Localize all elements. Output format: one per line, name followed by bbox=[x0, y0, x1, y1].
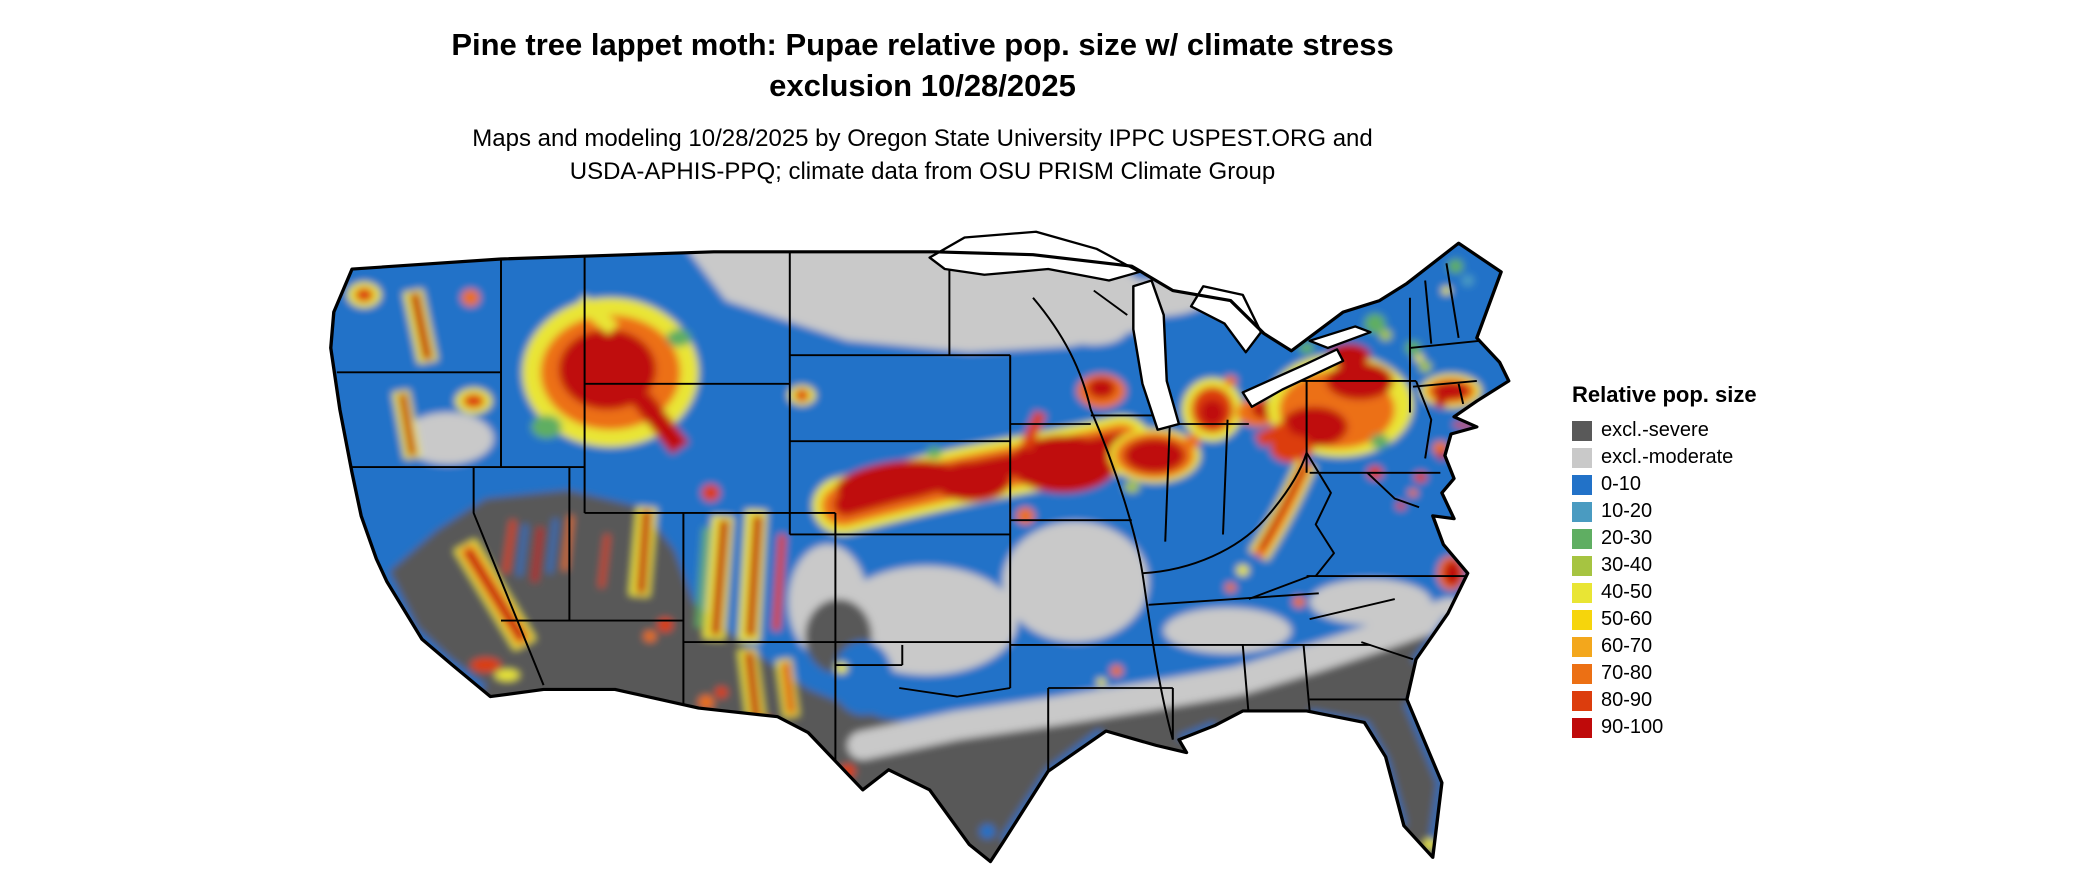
us-map bbox=[329, 230, 1511, 864]
us-map-figure bbox=[311, 226, 1527, 886]
legend: Relative pop. size excl.-severe excl.-mo… bbox=[1572, 382, 1757, 741]
legend-entry-excl-severe: excl.-severe bbox=[1572, 417, 1757, 444]
legend-label: 70-80 bbox=[1601, 662, 1653, 684]
legend-label: excl.-severe bbox=[1601, 419, 1709, 441]
legend-entry-90-100: 90-100 bbox=[1572, 714, 1757, 741]
legend-label: 90-100 bbox=[1601, 716, 1664, 738]
legend-swatch bbox=[1572, 555, 1592, 576]
page-title-line-2: exclusion 10/28/2025 bbox=[769, 68, 1076, 103]
legend-entry-30-40: 30-40 bbox=[1572, 552, 1757, 579]
legend-label: 0-10 bbox=[1601, 473, 1642, 495]
lake-huron bbox=[1189, 285, 1263, 354]
legend-label: 80-90 bbox=[1601, 689, 1653, 711]
legend-entry-0-10: 0-10 bbox=[1572, 471, 1757, 498]
legend-entry-20-30: 20-30 bbox=[1572, 525, 1757, 552]
legend-label: 40-50 bbox=[1601, 581, 1653, 603]
legend-entry-80-90: 80-90 bbox=[1572, 687, 1757, 714]
legend-label: 50-60 bbox=[1601, 608, 1653, 630]
titles-block: Pine tree lappet moth: Pupae relative po… bbox=[0, 24, 1845, 188]
page-title-line-1: Pine tree lappet moth: Pupae relative po… bbox=[451, 27, 1394, 62]
population-raster bbox=[330, 243, 1509, 862]
lake-erie bbox=[1241, 348, 1345, 408]
page-subtitle-line-2: USDA-APHIS-PPQ; climate data from OSU PR… bbox=[569, 158, 1276, 185]
legend-swatch bbox=[1572, 474, 1592, 495]
legend-swatch bbox=[1572, 420, 1592, 441]
legend-label: 30-40 bbox=[1601, 554, 1653, 576]
lake-ontario bbox=[1308, 325, 1372, 350]
legend-swatch bbox=[1572, 636, 1592, 657]
lake-michigan bbox=[1132, 279, 1181, 431]
legend-label: 60-70 bbox=[1601, 635, 1653, 657]
legend-swatch bbox=[1572, 609, 1592, 630]
legend-entry-40-50: 40-50 bbox=[1572, 579, 1757, 606]
legend-entry-60-70: 60-70 bbox=[1572, 633, 1757, 660]
legend-swatch bbox=[1572, 690, 1592, 711]
legend-swatch bbox=[1572, 447, 1592, 468]
us-outline bbox=[329, 241, 1511, 864]
legend-entry-10-20: 10-20 bbox=[1572, 498, 1757, 525]
legend-swatch bbox=[1572, 528, 1592, 549]
page-subtitle-line-1: Maps and modeling 10/28/2025 by Oregon S… bbox=[472, 125, 1373, 152]
state-borders bbox=[336, 251, 1480, 779]
legend-label: 20-30 bbox=[1601, 527, 1653, 549]
legend-entry-50-60: 50-60 bbox=[1572, 606, 1757, 633]
legend-swatch bbox=[1572, 717, 1592, 738]
legend-entry-70-80: 70-80 bbox=[1572, 660, 1757, 687]
legend-title: Relative pop. size bbox=[1572, 382, 1757, 407]
legend-entry-excl-moderate: excl.-moderate bbox=[1572, 444, 1757, 471]
legend-label: excl.-moderate bbox=[1601, 446, 1734, 468]
legend-swatch bbox=[1572, 663, 1592, 684]
page-subtitle: Maps and modeling 10/28/2025 by Oregon S… bbox=[0, 122, 1845, 188]
legend-swatch bbox=[1572, 582, 1592, 603]
legend-swatch bbox=[1572, 501, 1592, 522]
legend-label: 10-20 bbox=[1601, 500, 1653, 522]
